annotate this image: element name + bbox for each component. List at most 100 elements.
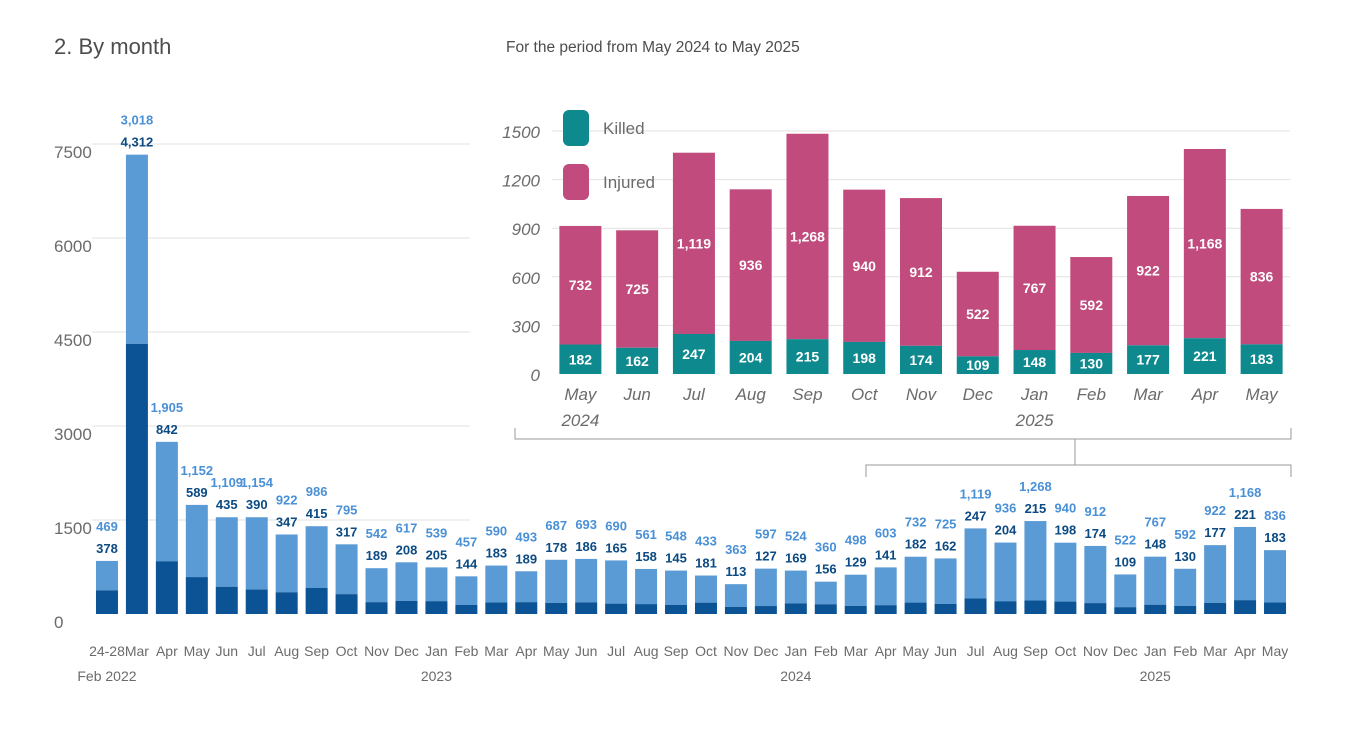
inset-bar-injured xyxy=(956,271,999,357)
injured-data-label: 1,905 xyxy=(151,400,184,415)
killed-data-label: 183 xyxy=(1264,530,1286,545)
inset-injured-data-label: 592 xyxy=(1080,297,1104,313)
injured-data-label: 836 xyxy=(1264,508,1286,523)
inset-bar-killed xyxy=(900,345,942,374)
x-tick-label: Jun xyxy=(934,643,957,659)
inset-killed-data-label: 177 xyxy=(1136,352,1160,368)
killed-data-label: 189 xyxy=(366,548,388,563)
inset-killed-data-label: 221 xyxy=(1193,348,1217,364)
legend-label-injured: Injured xyxy=(603,173,655,192)
bar-injured xyxy=(665,570,688,605)
x-tick-label: Nov xyxy=(1083,643,1108,659)
x-tick-label: Feb xyxy=(814,643,838,659)
inset-killed-data-label: 148 xyxy=(1023,354,1047,370)
injured-data-label: 542 xyxy=(366,526,388,541)
x-tick-label: Mar xyxy=(844,643,868,659)
bar-injured xyxy=(904,556,927,603)
killed-data-label: 186 xyxy=(575,539,597,554)
injured-data-label: 603 xyxy=(875,525,897,540)
bar-killed xyxy=(1054,601,1077,614)
x-tick-label: Mar xyxy=(1203,643,1227,659)
killed-data-label: 198 xyxy=(1055,523,1077,538)
inset-bar-injured xyxy=(616,230,659,348)
bar-killed xyxy=(1144,604,1167,614)
bar-injured xyxy=(1084,545,1107,604)
inset-bar-injured xyxy=(786,133,829,340)
inset-killed-data-label: 198 xyxy=(853,350,877,366)
y-tick-label: 6000 xyxy=(54,237,92,256)
bar-killed xyxy=(1234,600,1257,614)
inset-x-tick-label: Sep xyxy=(792,385,822,404)
bar-killed xyxy=(874,605,897,614)
injured-data-label: 922 xyxy=(276,492,298,507)
x-tick-label: Mar xyxy=(484,643,508,659)
bar-injured xyxy=(754,568,777,607)
killed-data-label: 165 xyxy=(605,540,627,555)
legend-label-killed: Killed xyxy=(603,119,645,138)
injured-data-label: 457 xyxy=(456,534,478,549)
bar-injured xyxy=(844,574,867,606)
bar-killed xyxy=(1084,603,1107,614)
injured-data-label: 561 xyxy=(635,527,657,542)
inset-injured-data-label: 1,168 xyxy=(1187,236,1222,252)
x-tick-label: May xyxy=(902,643,928,659)
inset-x-tick-label: Aug xyxy=(735,385,767,404)
inset-bar-injured xyxy=(1070,257,1113,353)
legend-swatch-injured xyxy=(563,164,589,200)
injured-data-label: 1,152 xyxy=(181,463,214,478)
x-tick-label: Feb xyxy=(454,643,478,659)
bar-killed xyxy=(964,598,987,614)
bar-killed xyxy=(1024,600,1047,614)
killed-data-label: 183 xyxy=(485,546,507,561)
killed-data-label: 129 xyxy=(845,555,867,570)
inset-injured-data-label: 725 xyxy=(625,281,649,297)
bar-injured xyxy=(1204,545,1227,603)
x-tick-label: Jun xyxy=(215,643,238,659)
bar-injured xyxy=(95,560,118,591)
x-tick-label: Dec xyxy=(753,643,778,659)
inset-y-tick-label: 600 xyxy=(512,269,541,288)
bar-killed xyxy=(784,603,807,614)
killed-data-label: 182 xyxy=(905,537,927,552)
bar-injured xyxy=(515,571,538,603)
killed-data-label: 158 xyxy=(635,549,657,564)
inset-bar-killed xyxy=(956,356,999,374)
bar-injured xyxy=(1114,574,1137,608)
injured-data-label: 1,109 xyxy=(211,475,244,490)
bar-injured xyxy=(724,584,747,607)
injured-data-label: 687 xyxy=(545,518,567,533)
bar-killed xyxy=(245,589,268,614)
inset-bar-injured xyxy=(1127,195,1170,346)
inset-bar-injured xyxy=(1013,225,1056,351)
killed-data-label: 435 xyxy=(216,497,238,512)
injured-data-label: 524 xyxy=(785,529,807,544)
bar-killed xyxy=(844,605,867,614)
x-tick-label: Apr xyxy=(1234,643,1256,659)
x-tick-label: Oct xyxy=(336,643,358,659)
killed-data-label: 589 xyxy=(186,485,208,500)
bar-killed xyxy=(215,586,238,614)
inset-x-year-label: 2024 xyxy=(560,411,599,430)
inset-x-tick-label: Dec xyxy=(963,385,994,404)
inset-killed-data-label: 109 xyxy=(966,357,990,373)
inset-bar-killed xyxy=(672,333,715,374)
bar-injured xyxy=(215,517,238,587)
injured-data-label: 1,119 xyxy=(960,486,992,501)
bar-injured xyxy=(365,568,388,603)
inset-bar-killed xyxy=(559,344,602,374)
x-tick-label: Nov xyxy=(364,643,389,659)
killed-data-label: 221 xyxy=(1234,507,1256,522)
killed-data-label: 148 xyxy=(1144,537,1166,552)
inset-x-tick-label: Oct xyxy=(851,385,879,404)
inset-x-tick-label: Jan xyxy=(1020,385,1048,404)
inset-injured-data-label: 922 xyxy=(1136,263,1160,279)
injured-data-label: 693 xyxy=(575,517,597,532)
killed-data-label: 141 xyxy=(875,547,897,562)
bar-killed xyxy=(814,604,837,614)
bar-injured xyxy=(125,154,148,344)
injured-data-label: 690 xyxy=(605,518,627,533)
inset-x-tick-label: Nov xyxy=(906,385,938,404)
inset-bar-injured xyxy=(1240,208,1283,345)
bar-killed xyxy=(305,587,328,614)
